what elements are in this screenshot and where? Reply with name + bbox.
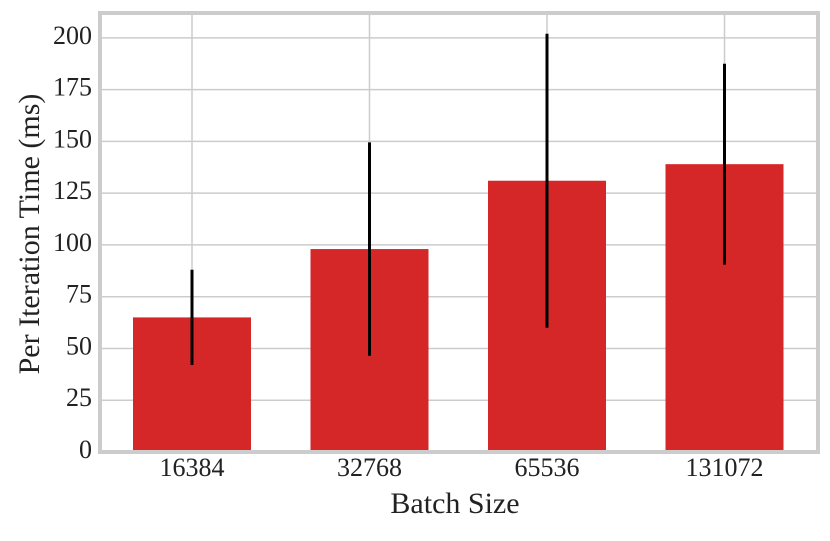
x-tick-label: 65536: [515, 453, 580, 482]
y-tick-label: 0: [79, 435, 92, 464]
y-tick-label: 175: [53, 73, 92, 102]
x-tick-label: 32768: [337, 453, 402, 482]
y-tick-label: 75: [66, 280, 92, 309]
y-tick-label: 25: [66, 383, 92, 412]
x-axis-label: Batch Size: [390, 487, 519, 520]
x-tick-label: 16384: [160, 453, 225, 482]
y-tick-label: 150: [53, 124, 92, 153]
x-tick-label: 131072: [686, 453, 764, 482]
y-tick-label: 50: [66, 331, 92, 360]
y-axis-label: Per Iteration Time (ms): [13, 94, 46, 375]
y-tick-label: 125: [53, 176, 92, 205]
y-tick-label: 200: [53, 21, 92, 50]
plot-frame: [98, 11, 820, 454]
y-tick-label: 100: [53, 228, 92, 257]
